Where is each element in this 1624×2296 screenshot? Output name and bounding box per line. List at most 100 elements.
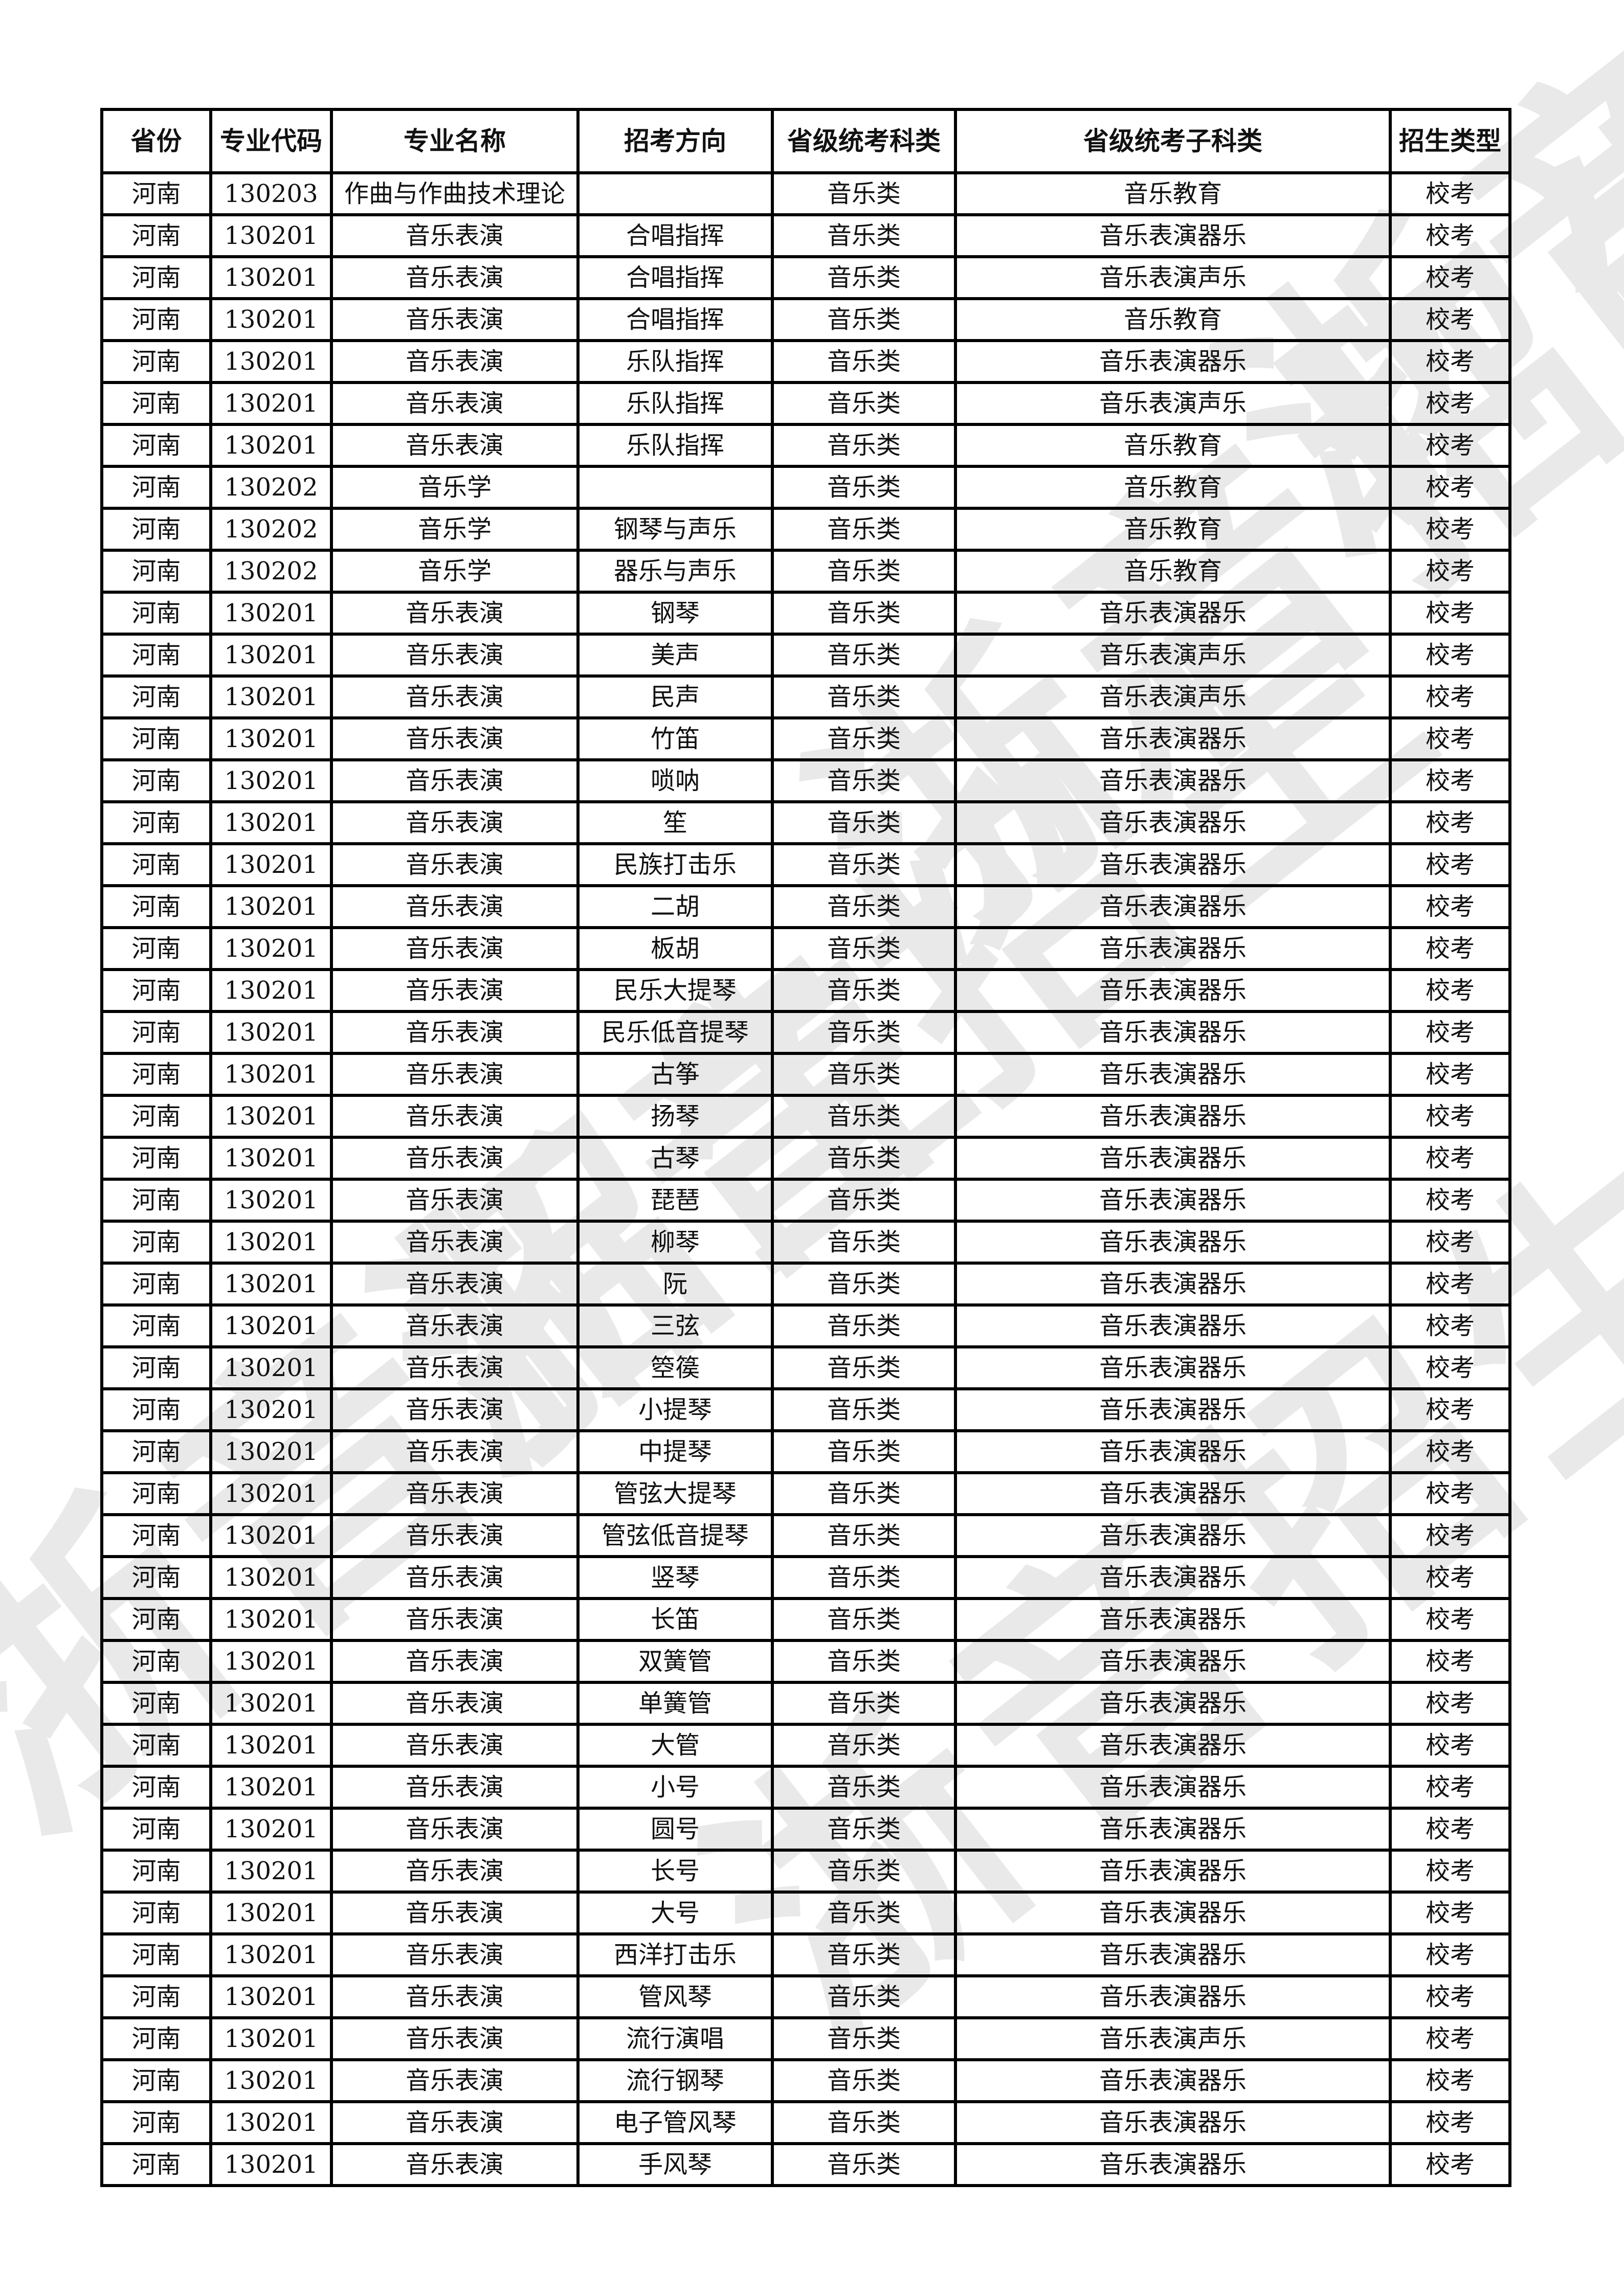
cell-major-name: 音乐表演 — [330, 1723, 580, 1768]
table-row: 河南 130201 音乐表演 民乐低音提琴 音乐类 音乐表演器乐 校考 — [100, 1010, 1511, 1055]
cell-exam-category: 音乐类 — [771, 968, 957, 1013]
cell-exam-category: 音乐类 — [771, 1807, 957, 1852]
cell-direction: 中提琴 — [576, 1429, 774, 1474]
cell-direction: 箜篌 — [576, 1345, 774, 1390]
cell-exam-category: 音乐类 — [771, 171, 957, 216]
header-major-code: 专业代码 — [209, 108, 333, 174]
cell-exam-subcategory: 音乐表演器乐 — [954, 1807, 1392, 1852]
cell-major-code: 130201 — [209, 1136, 333, 1181]
table-row: 河南 130201 音乐表演 民族打击乐 音乐类 音乐表演器乐 校考 — [100, 842, 1511, 887]
cell-direction: 合唱指挥 — [576, 255, 774, 300]
cell-exam-category: 音乐类 — [771, 1974, 957, 2019]
table-row: 河南 130201 音乐表演 合唱指挥 音乐类 音乐表演器乐 校考 — [100, 213, 1511, 258]
cell-exam-category: 音乐类 — [771, 1849, 957, 1894]
cell-direction: 手风琴 — [576, 2142, 774, 2187]
cell-province: 河南 — [100, 1597, 212, 1642]
cell-admission-type: 校考 — [1389, 1681, 1511, 1726]
table-row: 河南 130201 音乐表演 唢呐 音乐类 音乐表演器乐 校考 — [100, 758, 1511, 803]
cell-exam-subcategory: 音乐表演声乐 — [954, 381, 1392, 426]
cell-direction: 二胡 — [576, 884, 774, 929]
table-row: 河南 130201 音乐表演 箜篌 音乐类 音乐表演器乐 校考 — [100, 1345, 1511, 1390]
cell-major-name: 音乐表演 — [330, 1765, 580, 1810]
cell-major-name: 音乐表演 — [330, 2142, 580, 2187]
cell-major-code: 130201 — [209, 1849, 333, 1894]
cell-exam-category: 音乐类 — [771, 842, 957, 887]
cell-major-code: 130201 — [209, 423, 333, 468]
cell-admission-type: 校考 — [1389, 465, 1511, 510]
cell-direction: 圆号 — [576, 1807, 774, 1852]
cell-major-code: 130201 — [209, 1513, 333, 1558]
cell-major-code: 130201 — [209, 1345, 333, 1390]
table-row: 河南 130201 音乐表演 乐队指挥 音乐类 音乐表演器乐 校考 — [100, 339, 1511, 384]
cell-major-code: 130201 — [209, 968, 333, 1013]
cell-exam-category: 音乐类 — [771, 1010, 957, 1055]
cell-major-code: 130201 — [209, 381, 333, 426]
cell-major-code: 130201 — [209, 1303, 333, 1348]
cell-direction — [576, 465, 774, 510]
cell-exam-subcategory: 音乐表演器乐 — [954, 1387, 1392, 1432]
cell-admission-type: 校考 — [1389, 1387, 1511, 1432]
cell-major-name: 音乐表演 — [330, 926, 580, 971]
header-direction: 招考方向 — [576, 108, 774, 174]
cell-major-name: 音乐表演 — [330, 2100, 580, 2145]
cell-exam-subcategory: 音乐表演声乐 — [954, 674, 1392, 719]
table-row: 河南 130201 音乐表演 乐队指挥 音乐类 音乐教育 校考 — [100, 423, 1511, 468]
cell-major-name: 音乐表演 — [330, 674, 580, 719]
cell-major-code: 130202 — [209, 507, 333, 552]
cell-admission-type: 校考 — [1389, 1597, 1511, 1642]
cell-exam-category: 音乐类 — [771, 926, 957, 971]
table-row: 河南 130201 音乐表演 大号 音乐类 音乐表演器乐 校考 — [100, 1890, 1511, 1935]
table-row: 河南 130201 音乐表演 中提琴 音乐类 音乐表演器乐 校考 — [100, 1429, 1511, 1474]
cell-admission-type: 校考 — [1389, 842, 1511, 887]
cell-major-name: 音乐表演 — [330, 1010, 580, 1055]
table-row: 河南 130201 音乐表演 管弦大提琴 音乐类 音乐表演器乐 校考 — [100, 1471, 1511, 1516]
header-province: 省份 — [100, 108, 212, 174]
table-row: 河南 130201 音乐表演 长笛 音乐类 音乐表演器乐 校考 — [100, 1597, 1511, 1642]
cell-major-name: 音乐表演 — [330, 1094, 580, 1139]
cell-major-name: 音乐表演 — [330, 1303, 580, 1348]
cell-exam-subcategory: 音乐教育 — [954, 423, 1392, 468]
cell-exam-subcategory: 音乐表演器乐 — [954, 339, 1392, 384]
cell-exam-subcategory: 音乐表演器乐 — [954, 716, 1392, 761]
cell-major-name: 音乐表演 — [330, 1178, 580, 1223]
cell-province: 河南 — [100, 800, 212, 845]
cell-exam-subcategory: 音乐表演声乐 — [954, 633, 1392, 678]
cell-major-name: 音乐表演 — [330, 1807, 580, 1852]
table-row: 河南 130201 音乐表演 单簧管 音乐类 音乐表演器乐 校考 — [100, 1681, 1511, 1726]
table-row: 河南 130201 音乐表演 民声 音乐类 音乐表演声乐 校考 — [100, 674, 1511, 719]
cell-admission-type: 校考 — [1389, 1849, 1511, 1894]
cell-admission-type: 校考 — [1389, 884, 1511, 929]
cell-direction: 竖琴 — [576, 1555, 774, 1600]
cell-admission-type: 校考 — [1389, 255, 1511, 300]
cell-province: 河南 — [100, 1429, 212, 1474]
cell-direction: 西洋打击乐 — [576, 1932, 774, 1977]
cell-province: 河南 — [100, 549, 212, 594]
cell-direction: 管弦低音提琴 — [576, 1513, 774, 1558]
cell-exam-category: 音乐类 — [771, 884, 957, 929]
cell-exam-subcategory: 音乐表演器乐 — [954, 1765, 1392, 1810]
cell-admission-type: 校考 — [1389, 968, 1511, 1013]
cell-major-code: 130201 — [209, 633, 333, 678]
cell-province: 河南 — [100, 1345, 212, 1390]
cell-admission-type: 校考 — [1389, 297, 1511, 342]
cell-admission-type: 校考 — [1389, 1052, 1511, 1097]
cell-admission-type: 校考 — [1389, 507, 1511, 552]
cell-exam-category: 音乐类 — [771, 1890, 957, 1935]
cell-direction: 唢呐 — [576, 758, 774, 803]
cell-direction: 单簧管 — [576, 1681, 774, 1726]
cell-admission-type: 校考 — [1389, 1429, 1511, 1474]
cell-exam-subcategory: 音乐表演器乐 — [954, 1345, 1392, 1390]
cell-province: 河南 — [100, 716, 212, 761]
cell-exam-category: 音乐类 — [771, 758, 957, 803]
cell-major-code: 130201 — [209, 1723, 333, 1768]
cell-major-code: 130201 — [209, 213, 333, 258]
cell-province: 河南 — [100, 926, 212, 971]
table-row: 河南 130201 音乐表演 扬琴 音乐类 音乐表演器乐 校考 — [100, 1094, 1511, 1139]
cell-admission-type: 校考 — [1389, 1010, 1511, 1055]
cell-exam-category: 音乐类 — [771, 465, 957, 510]
cell-province: 河南 — [100, 2058, 212, 2103]
cell-major-code: 130201 — [209, 884, 333, 929]
cell-major-code: 130201 — [209, 1010, 333, 1055]
table-row: 河南 130203 作曲与作曲技术理论 音乐类 音乐教育 校考 — [100, 171, 1511, 216]
table-row: 河南 130201 音乐表演 流行演唱 音乐类 音乐表演声乐 校考 — [100, 2016, 1511, 2061]
